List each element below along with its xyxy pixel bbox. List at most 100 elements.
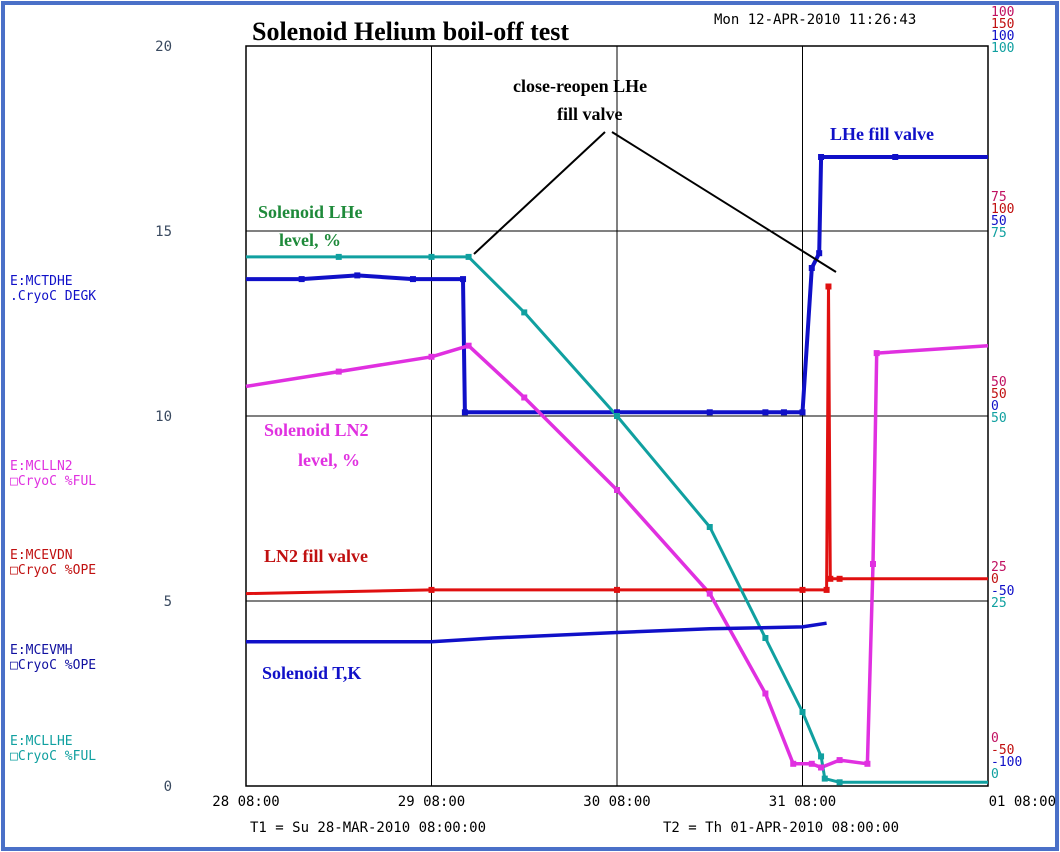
channel-mclln2-name[interactable]: E:MCLLN2 [10, 459, 73, 474]
data-point-marker [614, 586, 620, 593]
left-tick-label: 10 [155, 409, 172, 425]
right-axis-label: 75 [991, 190, 1007, 205]
right-axis-label: 25 [991, 596, 1007, 611]
right-axis-labels: 1001501001007510050755050050250-50250-50… [991, 5, 1022, 782]
annotation-arrow-left [473, 131, 606, 255]
data-point-marker [836, 757, 843, 764]
timestamp: Mon 12-APR-2010 11:26:43 [714, 12, 916, 28]
x-tick-label: 29 08:00 [398, 794, 465, 810]
data-point-marker [818, 764, 825, 771]
x-tick-label: 31 08:00 [769, 794, 836, 810]
annotation-close-reopen-line1: close-reopen LHe [513, 76, 647, 96]
data-point-marker [799, 709, 806, 715]
data-point-marker [869, 561, 876, 567]
x-tick-label: 28 08:00 [212, 794, 279, 810]
data-point-marker [614, 487, 620, 493]
series-line-emcevmh [246, 621, 827, 644]
channel-mcllhe-name[interactable]: E:MCLLHE [10, 734, 73, 749]
annotation-lhe-level-line2: level, % [279, 230, 341, 250]
data-point-marker [428, 353, 435, 360]
right-axis-label: 50 [991, 375, 1007, 390]
data-point-marker [409, 276, 416, 283]
data-point-marker [335, 368, 342, 375]
data-point-marker [873, 350, 880, 357]
data-point-marker [428, 253, 435, 260]
channel-mclln2-desc: □CryoC %FUL [10, 474, 96, 489]
data-point-marker [460, 276, 467, 283]
data-point-marker [799, 586, 806, 593]
data-point-marker [836, 779, 843, 786]
right-axis-label: 0 [991, 399, 999, 414]
t2-label: T2 = Th 01-APR-2010 08:00:00 [663, 820, 899, 836]
series-line-emctdhe [246, 155, 988, 415]
annotation-lhe-level-line1: Solenoid LHe [258, 202, 363, 222]
data-point-marker [706, 524, 713, 530]
data-point-marker [816, 250, 823, 257]
data-point-marker [521, 309, 528, 316]
data-point-marker [762, 690, 769, 697]
right-axis-label: 100 [991, 29, 1014, 44]
channel-mcevdn-name[interactable]: E:MCEVDN [10, 548, 73, 563]
left-tick-label: 5 [164, 594, 172, 610]
plot-area [245, 45, 989, 787]
channel-mcevdn-desc: □CryoC %OPE [10, 563, 96, 578]
right-axis-label: 50 [991, 411, 1007, 426]
channel-mcevmh-name[interactable]: E:MCEVMH [10, 643, 73, 658]
left-tick-label: 15 [155, 224, 172, 240]
data-point-marker [461, 409, 468, 416]
right-axis-label: 150 [991, 17, 1014, 32]
data-point-marker [821, 775, 828, 782]
right-axis-label: 50 [991, 387, 1007, 402]
annotation-ln2-level-line2: level, % [298, 450, 360, 470]
x-axis: 28 08:00 29 08:00 30 08:00 31 08:00 01 08:00 [212, 794, 1056, 810]
data-point-marker [825, 283, 832, 290]
channel-legend: E:MCTDHE .CryoC DEGK E:MCLLN2 □CryoC %FU… [10, 274, 96, 764]
x-tick-label: 01 08:00 [989, 794, 1056, 810]
data-point-marker [818, 753, 825, 760]
data-point-marker [465, 342, 472, 349]
data-point-marker [780, 409, 787, 416]
annotation-arrow-right [611, 131, 837, 273]
t1-label: T1 = Su 28-MAR-2010 08:00:00 [250, 820, 486, 836]
data-point-marker [465, 253, 472, 260]
data-point-marker [706, 590, 713, 597]
right-axis-label: 100 [991, 41, 1014, 56]
data-point-marker [864, 760, 871, 767]
series-line-emclln2 [245, 343, 989, 770]
annotation-ln2-fill-valve: LN2 fill valve [264, 546, 368, 566]
data-point-marker [706, 409, 713, 416]
channel-mcllhe-desc: □CryoC %FUL [10, 749, 96, 764]
left-tick-label: 0 [164, 779, 172, 795]
right-axis-label: -50 [991, 584, 1014, 599]
right-axis-label: 100 [991, 5, 1014, 20]
data-point-marker [762, 409, 769, 416]
annotation-solenoid-tk: Solenoid T,K [262, 663, 361, 683]
data-point-marker [614, 413, 620, 419]
data-point-marker [762, 635, 769, 641]
data-point-marker [298, 276, 305, 283]
right-axis-label: 100 [991, 202, 1014, 217]
data-point-marker [808, 265, 815, 271]
left-axis: 0 5 10 15 20 [155, 39, 172, 795]
annotation-ln2-level-line1: Solenoid LN2 [264, 420, 369, 440]
channel-mctdhe-desc: .CryoC DEGK [10, 289, 96, 304]
right-axis-label: 50 [991, 214, 1007, 229]
left-tick-label: 20 [155, 39, 172, 55]
data-point-marker [790, 760, 797, 767]
right-axis-label: 0 [991, 731, 999, 746]
right-axis-label: -100 [991, 755, 1022, 770]
right-axis-label: 0 [991, 572, 999, 587]
data-point-marker [354, 272, 361, 279]
data-point-marker [808, 760, 815, 767]
right-axis-label: -50 [991, 743, 1014, 758]
right-axis-label: 0 [991, 767, 999, 782]
data-point-marker [428, 586, 435, 593]
data-point-marker [799, 409, 806, 416]
channel-mcevmh-desc: □CryoC %OPE [10, 658, 96, 673]
channel-mctdhe-name[interactable]: E:MCTDHE [10, 274, 73, 289]
x-tick-label: 30 08:00 [583, 794, 650, 810]
data-point-marker [818, 154, 825, 160]
chart-title: Solenoid Helium boil-off test [252, 17, 569, 46]
